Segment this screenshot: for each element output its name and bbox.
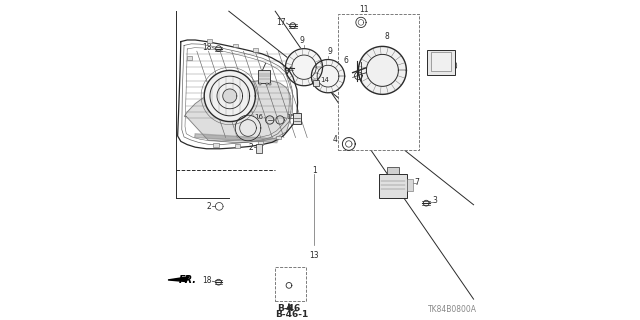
Bar: [259, 83, 261, 85]
Text: 2: 2: [207, 202, 212, 211]
Bar: [387, 167, 399, 174]
Polygon shape: [358, 46, 406, 94]
Text: 9: 9: [300, 36, 305, 45]
Bar: [187, 56, 192, 60]
Polygon shape: [342, 138, 355, 150]
Bar: [235, 144, 240, 148]
Bar: [259, 70, 271, 83]
Bar: [276, 136, 281, 140]
Bar: [337, 14, 419, 150]
Text: 16: 16: [254, 114, 264, 120]
Polygon shape: [285, 49, 323, 86]
Text: 17: 17: [276, 18, 286, 27]
Polygon shape: [204, 70, 255, 122]
Bar: [293, 113, 301, 124]
Bar: [266, 83, 268, 85]
Bar: [313, 80, 319, 86]
Text: 8: 8: [385, 32, 390, 41]
Bar: [207, 39, 212, 43]
Polygon shape: [195, 134, 278, 143]
Bar: [269, 83, 271, 85]
Bar: [253, 48, 258, 52]
Polygon shape: [236, 115, 261, 141]
Polygon shape: [184, 81, 291, 143]
Text: 18: 18: [202, 43, 212, 52]
Polygon shape: [312, 60, 344, 93]
FancyBboxPatch shape: [428, 50, 454, 75]
Text: 11: 11: [360, 5, 369, 14]
Text: 3: 3: [432, 196, 437, 205]
Polygon shape: [168, 277, 189, 282]
FancyBboxPatch shape: [431, 52, 451, 71]
Text: TK84B0800A: TK84B0800A: [428, 305, 477, 314]
Text: 2: 2: [249, 143, 253, 152]
Text: 4: 4: [333, 135, 337, 144]
Bar: [256, 144, 262, 153]
Text: 14: 14: [320, 77, 329, 83]
Text: 10: 10: [448, 62, 458, 71]
Text: 18: 18: [202, 276, 212, 285]
Text: 1: 1: [312, 166, 317, 175]
Text: 9: 9: [327, 47, 332, 56]
Text: 2: 2: [216, 103, 220, 112]
Bar: [233, 44, 238, 47]
Bar: [275, 267, 306, 301]
Bar: [214, 143, 219, 147]
Bar: [259, 141, 264, 145]
Text: 7: 7: [415, 178, 420, 187]
Text: 6: 6: [344, 56, 349, 65]
Text: B-46: B-46: [277, 304, 300, 313]
Polygon shape: [223, 89, 237, 103]
Text: 13: 13: [309, 251, 319, 260]
Text: 15: 15: [286, 114, 294, 120]
Text: B-46-1: B-46-1: [275, 310, 308, 319]
Text: FR.: FR.: [179, 275, 196, 285]
Bar: [407, 179, 413, 191]
Bar: [378, 174, 407, 198]
